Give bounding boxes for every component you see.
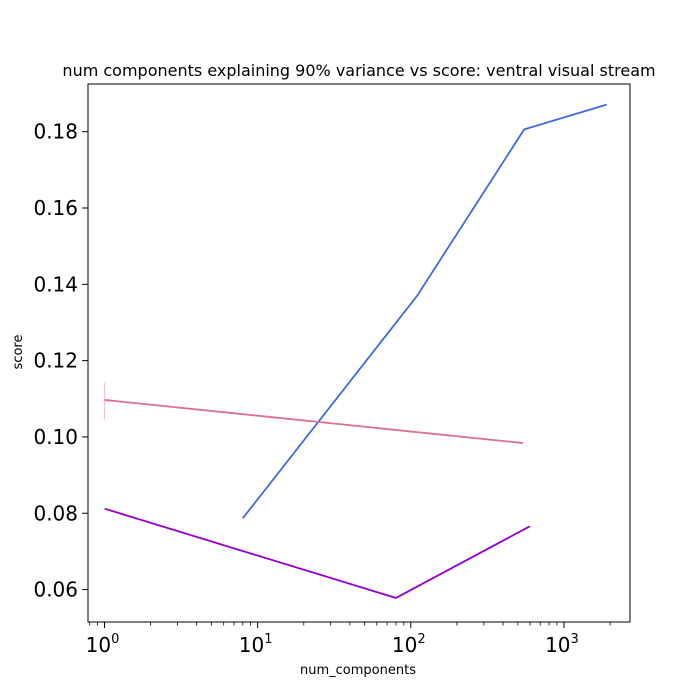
y-tick-label: 0.06 — [33, 578, 78, 602]
chart-title: num components explaining 90% variance v… — [62, 61, 655, 80]
series-line-0 — [242, 103, 607, 519]
y-tick-label: 0.14 — [33, 272, 78, 296]
axes: 100 101 102 103 0.06 0.08 0.10 0.12 0.14 0.16 0.18 — [33, 83, 631, 657]
x-tick-label: 102 — [392, 632, 426, 657]
y-tick-label: 0.12 — [33, 349, 78, 373]
y-tick-label: 0.16 — [33, 196, 78, 220]
y-tick-label: 0.10 — [33, 425, 78, 449]
y-axis-label: score — [11, 335, 26, 370]
y-tick-label: 0.18 — [33, 120, 78, 144]
x-tick-label: 100 — [86, 632, 120, 657]
series-line-1 — [104, 399, 524, 444]
y-tick-label: 0.08 — [33, 501, 78, 525]
plot-area — [103, 103, 607, 599]
x-axis-label: num_components — [300, 663, 416, 678]
x-tick-label: 103 — [545, 632, 579, 657]
series-line-2 — [104, 507, 531, 599]
plot-frame — [87, 83, 631, 623]
x-tick-label: 101 — [239, 632, 273, 657]
